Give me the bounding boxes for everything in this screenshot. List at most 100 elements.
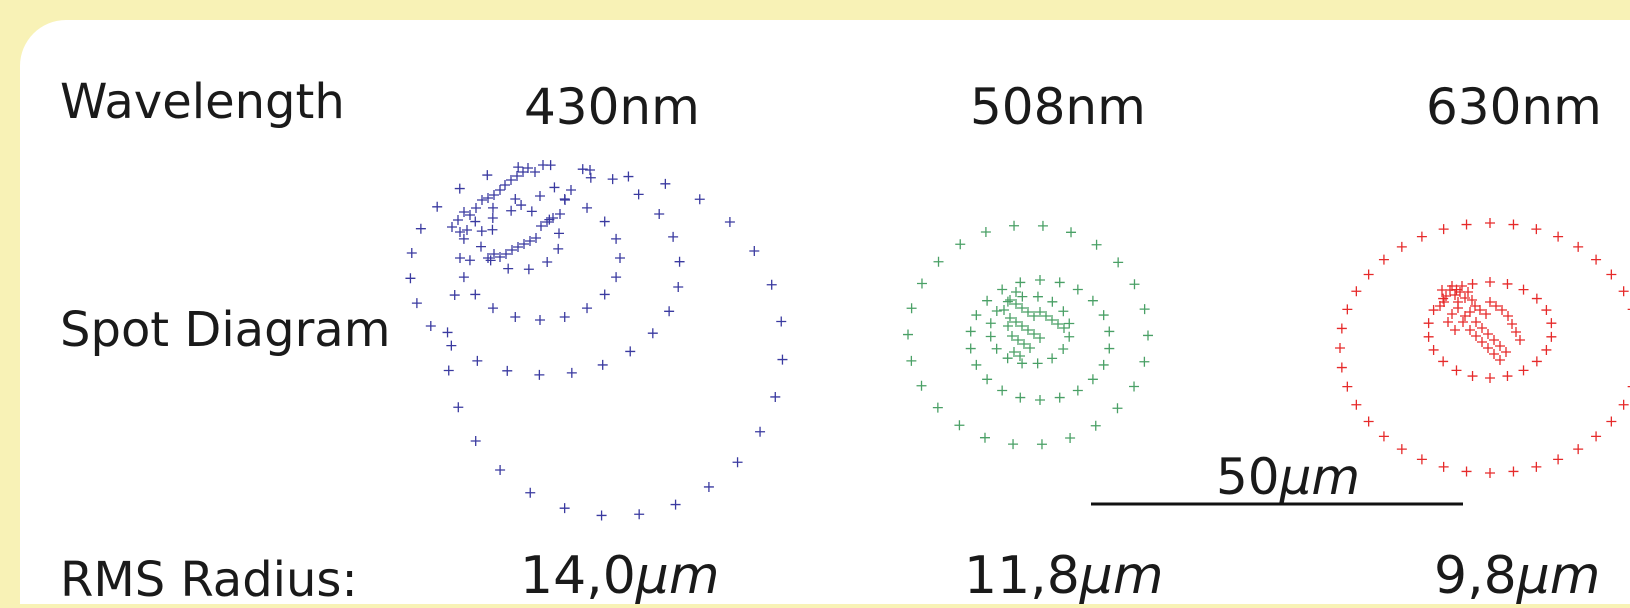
spot-marker (536, 221, 546, 231)
spot-marker (1495, 341, 1505, 351)
spot-marker (516, 200, 527, 211)
spot-marker (415, 223, 426, 234)
spot-marker (487, 303, 498, 314)
spot-marker (535, 315, 545, 325)
spot-marker (1618, 399, 1629, 410)
spot-marker (1591, 254, 1602, 265)
spot-marker (1396, 444, 1407, 455)
spot-marker (933, 256, 944, 267)
spot-marker (1618, 286, 1629, 297)
spot-marker (1066, 227, 1077, 238)
spot-marker (1335, 343, 1345, 353)
spot-marker (1483, 329, 1493, 339)
spot-marker (1477, 337, 1487, 347)
spot-marker (1009, 220, 1020, 231)
spot-marker (1450, 325, 1460, 335)
spot-marker (464, 255, 475, 266)
spot-marker (519, 239, 529, 249)
spot-marker (470, 289, 481, 300)
spot-marker (513, 242, 523, 252)
spot-marker (1443, 317, 1453, 327)
spot-marker (1047, 353, 1058, 364)
spot-marker (971, 359, 982, 370)
spot-marker (585, 165, 595, 175)
spot-marker (1059, 323, 1069, 333)
spot-marker (432, 201, 443, 212)
spot-marker (471, 203, 481, 213)
scale-bar-label: 50μm (1216, 452, 1360, 502)
spot-marker (1437, 285, 1447, 295)
spot-marker (1460, 293, 1470, 303)
spot-marker (903, 329, 914, 340)
spot-marker (535, 191, 545, 201)
spot-marker (1054, 392, 1065, 403)
rms-unit: μm (635, 546, 720, 606)
spot-marker (1035, 333, 1045, 343)
spot-marker (1502, 371, 1513, 382)
spot-marker (442, 327, 453, 338)
spot-marker (1515, 335, 1525, 345)
spot-marker (495, 185, 505, 195)
spot-marker (1017, 291, 1028, 302)
spot-marker (459, 207, 469, 217)
spot-marker (554, 228, 565, 239)
spot-marker (1041, 311, 1051, 321)
spot-marker (906, 355, 917, 366)
spot-marker (1471, 317, 1481, 327)
spot-marker (1013, 335, 1023, 345)
spot-marker (1465, 307, 1475, 317)
spot-marker (1003, 321, 1013, 331)
spot-marker (1591, 431, 1602, 442)
spot-marker (1606, 416, 1617, 427)
spot-marker (531, 233, 541, 243)
spot-marker (1090, 420, 1101, 431)
spot-marker (1428, 344, 1439, 355)
spot-marker (1495, 355, 1505, 365)
spot-marker (1011, 287, 1021, 297)
spot-marker (965, 326, 976, 337)
spot-marker (458, 272, 469, 283)
spot-marker (1058, 343, 1069, 354)
spot-marker (1546, 331, 1557, 342)
spot-marker (1485, 468, 1495, 478)
spot-marker (916, 380, 927, 391)
wavelength-430: 430nm (524, 78, 700, 136)
spot-marker (1531, 356, 1542, 367)
spot-marker (1438, 461, 1449, 472)
spot-marker (1029, 311, 1039, 321)
spot-marker (458, 233, 469, 244)
spot-marker (1453, 303, 1463, 313)
spot-marker (985, 331, 996, 342)
spot-marker (449, 290, 460, 301)
spot-marker (525, 236, 535, 246)
spot-marker (1087, 374, 1098, 385)
spot-marker (1036, 439, 1047, 450)
spot-marker (654, 209, 665, 220)
spot-marker (625, 346, 636, 357)
spot-marker (534, 369, 545, 380)
spot-marker (999, 305, 1009, 315)
spot-marker (553, 243, 564, 254)
spot-marker (513, 162, 524, 173)
spot-marker (1491, 301, 1501, 311)
diagram-panel (20, 20, 1630, 604)
spot-marker (664, 306, 675, 317)
spot-marker (770, 391, 781, 402)
spot-marker (526, 206, 537, 217)
spot-marker (599, 289, 610, 300)
spot-marker (1129, 381, 1140, 392)
spot-marker (1531, 461, 1542, 472)
wavelength-label: Wavelength (60, 74, 345, 130)
spot-marker (633, 189, 644, 200)
spot-marker (1009, 347, 1019, 357)
spot-marker (1032, 291, 1043, 302)
spot-marker (405, 273, 416, 284)
spot-cluster-508nm (903, 220, 1153, 450)
spot-marker (724, 216, 735, 227)
spot-marker (596, 510, 607, 521)
spot-marker (1485, 277, 1495, 287)
spot-marker (1023, 307, 1033, 317)
scale-bar-value: 50 (1216, 448, 1280, 506)
spot-marker (1143, 330, 1153, 341)
spot-marker (518, 167, 528, 177)
